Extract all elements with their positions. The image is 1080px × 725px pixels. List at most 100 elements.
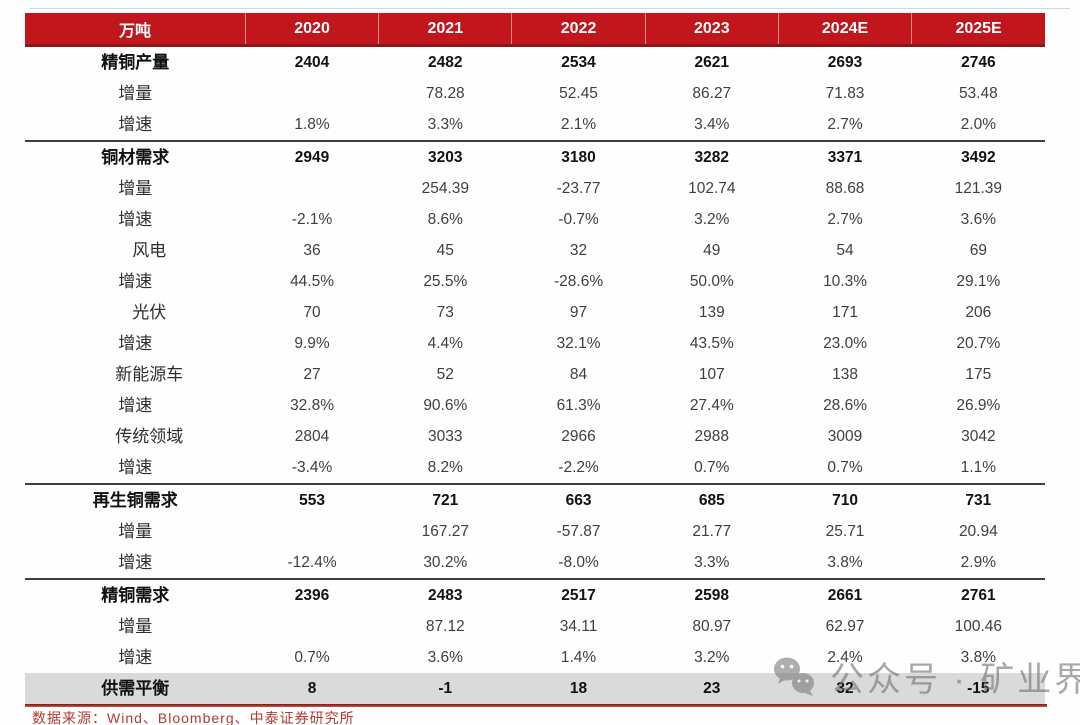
cell-value: 9.9% <box>294 335 330 352</box>
table-row: 传统领域 2804 3033 2966 2988 3009 3042 <box>25 421 1045 452</box>
row-label: 传统领域 <box>115 427 184 446</box>
cell-value: 1.4% <box>560 649 597 666</box>
cell-value: 721 <box>432 492 459 509</box>
cell-value: 53.48 <box>958 85 998 102</box>
cell-value: 52 <box>436 366 454 383</box>
cell-value: 2396 <box>294 587 330 604</box>
cell-value: 3009 <box>827 428 863 445</box>
cell-value: 70 <box>303 304 321 321</box>
row-label: 增量 <box>118 84 153 103</box>
cell-value: 171 <box>832 304 858 321</box>
cell-value: 2988 <box>694 428 730 445</box>
table-row: 精铜需求 2396 2483 2517 2598 2661 2761 <box>25 579 1045 611</box>
table-header-row: 万吨 2020 2021 2022 2023 2024E 2025E <box>25 13 1045 47</box>
cell-value: 2746 <box>961 54 996 71</box>
cell-value: 18 <box>511 673 646 704</box>
cell-value: 88.68 <box>825 180 865 197</box>
cell-value: 23 <box>645 673 779 704</box>
row-label: 增量 <box>118 179 153 198</box>
cell-value: 3.3% <box>645 547 779 580</box>
cell-value: 0.7% <box>294 649 330 666</box>
table-row: 供需平衡 8 -1 18 23 32 -15 <box>25 673 1045 704</box>
year-header-2023: 2023 <box>644 13 779 47</box>
cell-value <box>245 78 378 109</box>
cell-value: 4.4% <box>427 335 463 352</box>
row-label: 增量 <box>118 522 153 541</box>
cell-value: -57.87 <box>556 523 601 540</box>
row-label: 增速 <box>118 648 153 667</box>
cell-value: 3371 <box>827 149 863 166</box>
cell-value: 2404 <box>294 54 330 71</box>
cell-value: 3.8% <box>960 649 996 666</box>
row-label: 增速 <box>25 547 246 580</box>
cell-value: 8.2% <box>378 452 512 485</box>
cell-value: -2.1% <box>291 211 333 228</box>
cell-value: 2661 <box>827 587 863 604</box>
cell-value: 167.27 <box>421 523 469 540</box>
cell-value: 49 <box>703 242 721 259</box>
cell-value: 3.4% <box>645 109 779 142</box>
cell-value: 2761 <box>961 587 996 604</box>
row-label: 精铜需求 <box>101 586 170 605</box>
cell-value <box>245 611 378 642</box>
year-header-2022: 2022 <box>511 13 646 47</box>
cell-value: 139 <box>698 304 725 321</box>
cell-value: 21.77 <box>692 523 732 540</box>
cell-value: -8.0% <box>511 547 646 580</box>
year-header-2020: 2020 <box>244 13 379 47</box>
cell-value: 32.1% <box>556 335 601 352</box>
cell-value: 138 <box>832 366 858 383</box>
row-label: 供需平衡 <box>25 673 246 704</box>
cell-value: 2598 <box>694 587 730 604</box>
cell-value: 32 <box>778 673 912 704</box>
cell-value: 2693 <box>827 54 863 71</box>
row-label: 铜材需求 <box>101 148 170 167</box>
cell-value: 107 <box>698 366 725 383</box>
cell-value: 254.39 <box>421 180 469 197</box>
cell-value: 86.27 <box>692 85 732 102</box>
cell-value: 20.94 <box>958 523 998 540</box>
table-row: 再生铜需求 553 721 663 685 710 731 <box>25 484 1045 516</box>
cell-value: 45 <box>436 242 454 259</box>
cell-value: 32.8% <box>290 397 335 414</box>
cell-value: 87.12 <box>425 618 465 635</box>
row-label: 风电 <box>132 241 167 260</box>
cell-value: 663 <box>565 492 592 509</box>
cell-value: 32 <box>569 242 588 259</box>
table-row: 增速 32.8% 90.6% 61.3% 27.4% 28.6% 26.9% <box>25 390 1045 421</box>
table-row: 风电 36 45 32 49 54 69 <box>25 235 1045 266</box>
table-row: 增速 1.8% 3.3% 2.1% 3.4% 2.7% 2.0% <box>25 109 1045 142</box>
cell-value: 1.8% <box>245 109 379 142</box>
table-row: 精铜产量 2404 2482 2534 2621 2693 2746 <box>25 46 1045 79</box>
cell-value: 26.9% <box>956 397 1001 414</box>
table-row: 增速 44.5% 25.5% -28.6% 50.0% 10.3% 29.1% <box>25 266 1045 297</box>
table-row: 增速 -2.1% 8.6% -0.7% 3.2% 2.7% 3.6% <box>25 204 1045 235</box>
row-label: 增速 <box>118 396 153 415</box>
cell-value: 2482 <box>428 54 463 71</box>
row-label: 光伏 <box>132 303 167 322</box>
cell-value: 71.83 <box>825 85 865 102</box>
cell-value: 61.3% <box>556 397 601 414</box>
row-label: 增速 <box>118 210 153 229</box>
cell-value <box>245 173 378 204</box>
cell-value: 69 <box>969 242 987 259</box>
table-row: 增量 254.39 -23.77 102.74 88.68 121.39 <box>25 173 1045 204</box>
cell-value: 0.7% <box>778 452 912 485</box>
cell-value: 206 <box>965 304 992 321</box>
cell-value: 1.1% <box>911 452 1045 485</box>
cell-value: 29.1% <box>956 273 1001 290</box>
top-divider <box>30 8 1070 9</box>
cell-value: -2.2% <box>511 452 646 485</box>
cell-value: 23.0% <box>823 335 868 352</box>
table-row: 增速 -12.4% 30.2% -8.0% 3.3% 3.8% 2.9% <box>25 547 1045 580</box>
cell-value: -23.77 <box>556 180 601 197</box>
cell-value: 2621 <box>694 54 730 71</box>
cell-value: 3.6% <box>960 211 996 228</box>
cell-value: 2.1% <box>511 109 646 142</box>
table-row: 增量 78.28 52.45 86.27 71.83 53.48 <box>25 78 1045 109</box>
table-row: 增速 0.7% 3.6% 1.4% 3.2% 2.4% 3.8% <box>25 642 1045 673</box>
cell-value: 3033 <box>428 428 463 445</box>
cell-value: 710 <box>832 492 858 509</box>
cell-value: 3042 <box>961 428 996 445</box>
